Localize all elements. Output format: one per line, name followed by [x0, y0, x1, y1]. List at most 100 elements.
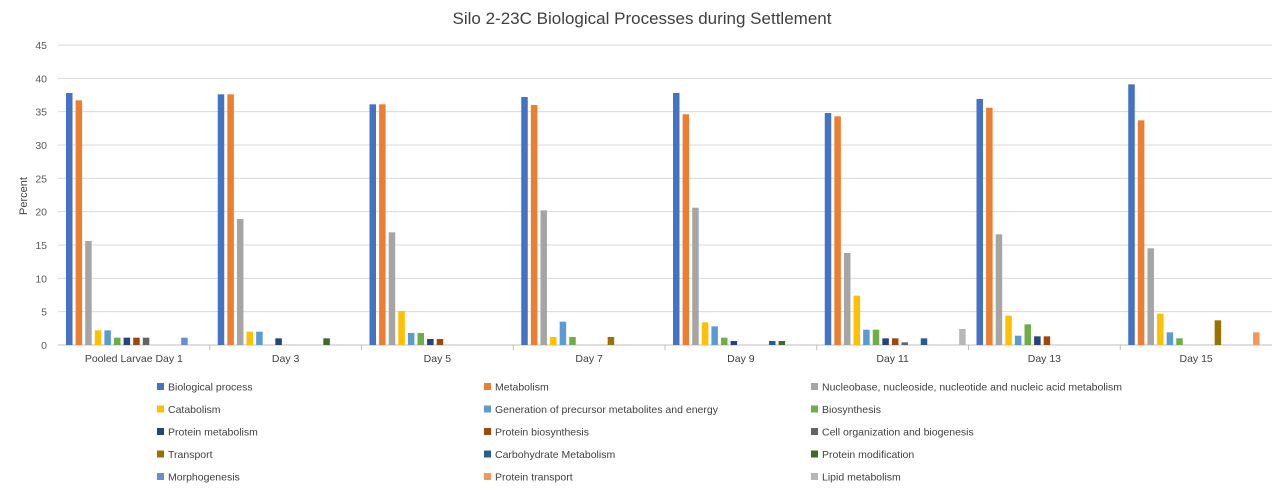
bar — [901, 342, 909, 345]
bar — [872, 329, 880, 345]
legend-swatch — [157, 473, 164, 480]
y-tick-label: 0 — [41, 340, 47, 352]
bar — [1214, 320, 1222, 345]
bar — [66, 93, 73, 345]
legend-entry: Transport — [168, 449, 213, 461]
bar — [550, 337, 557, 345]
bar — [891, 338, 899, 345]
y-tick-label: 30 — [35, 140, 47, 152]
y-axis-label: Percent — [18, 177, 30, 215]
bar — [436, 339, 444, 345]
legend-swatch — [484, 450, 491, 458]
bar — [986, 107, 993, 346]
category-label: Day 5 — [424, 353, 452, 365]
bar — [569, 337, 576, 345]
bar — [1253, 332, 1260, 345]
bar — [959, 329, 966, 345]
bar — [379, 104, 386, 345]
y-tick-label: 25 — [35, 173, 47, 185]
category-label: Day 13 — [1028, 353, 1061, 365]
bar — [701, 322, 709, 345]
bar — [1024, 324, 1031, 345]
bar — [721, 337, 728, 345]
legend-swatch — [157, 383, 164, 390]
category-labels: Pooled Larvae Day 1 Day 3 Day 5 Day 7 Day 9 D… — [85, 353, 1213, 365]
bar — [607, 337, 615, 345]
y-tick-label: 40 — [35, 73, 47, 85]
bar — [256, 331, 263, 345]
bar — [976, 99, 983, 345]
bar — [427, 339, 434, 345]
legend-entry: Catabolism — [168, 404, 221, 416]
bar — [730, 341, 738, 345]
bar — [995, 234, 1003, 345]
legend-swatch — [484, 383, 491, 390]
legend-entry: Morphogenesis — [168, 472, 240, 484]
bar — [398, 311, 405, 345]
bar — [1176, 338, 1183, 345]
bar — [1014, 335, 1022, 345]
bar — [711, 326, 718, 345]
bar — [1166, 332, 1174, 345]
bar — [417, 333, 424, 345]
bar — [275, 338, 282, 345]
legend-entry: Nucleobase, nucleoside, nucleotide and n… — [822, 382, 1122, 394]
category-label: Day 3 — [272, 353, 300, 365]
bar — [323, 338, 330, 345]
bar — [843, 253, 851, 345]
bar — [217, 94, 225, 345]
legend-swatch — [157, 405, 164, 413]
y-tick-label: 20 — [35, 207, 47, 219]
legend-entry: Biosynthesis — [822, 404, 881, 416]
legend-entry: Protein metabolism — [168, 427, 258, 439]
y-tick-label: 10 — [35, 273, 47, 285]
legend-swatch — [157, 450, 164, 458]
legend-swatch — [484, 428, 491, 435]
bar — [559, 321, 567, 345]
bar — [236, 219, 244, 345]
legend: Biological process Metabolism Nucleobase, … — [157, 382, 1122, 484]
bar — [1043, 336, 1051, 345]
legend-swatch — [811, 450, 818, 458]
bar — [133, 337, 140, 345]
y-tick-label: 15 — [35, 240, 47, 252]
legend-entry: Protein modification — [822, 449, 914, 461]
bar — [181, 337, 188, 345]
bar — [388, 232, 396, 345]
legend-entry: Lipid metabolism — [822, 472, 901, 484]
category-label: Pooled Larvae Day 1 — [85, 353, 183, 365]
bar — [142, 337, 150, 345]
bar — [246, 331, 254, 345]
bar — [369, 104, 376, 345]
bar — [75, 100, 83, 345]
bar — [920, 338, 928, 345]
y-axis-ticks: 0 5 10 15 20 25 30 35 40 45 — [35, 40, 47, 352]
legend-entry: Cell organization and biogenesis — [822, 427, 974, 439]
chart-title: Silo 2-23C Biological Processes during S… — [453, 9, 832, 28]
legend-entry: Protein transport — [495, 472, 573, 484]
bar — [673, 93, 680, 345]
bar — [824, 113, 832, 345]
legend-swatch — [811, 428, 818, 435]
legend-swatch — [484, 473, 491, 480]
bar — [530, 105, 538, 345]
y-tick-label: 45 — [35, 40, 47, 52]
bar — [85, 241, 92, 345]
category-label: Day 9 — [727, 353, 755, 365]
legend-entry: Generation of precursor metabolites and … — [495, 404, 719, 416]
category-label: Day 15 — [1179, 353, 1212, 365]
y-tick-label: 5 — [41, 307, 47, 319]
legend-swatch — [811, 383, 818, 390]
y-tick-label: 35 — [35, 107, 47, 119]
legend-swatch — [811, 405, 818, 413]
bar — [114, 337, 121, 345]
bar — [94, 330, 102, 345]
legend-entry: Biological process — [168, 382, 253, 394]
bar — [1128, 84, 1135, 345]
bar — [1147, 248, 1154, 345]
bar — [1157, 313, 1164, 345]
bars — [66, 84, 1260, 346]
legend-swatch — [484, 405, 491, 413]
